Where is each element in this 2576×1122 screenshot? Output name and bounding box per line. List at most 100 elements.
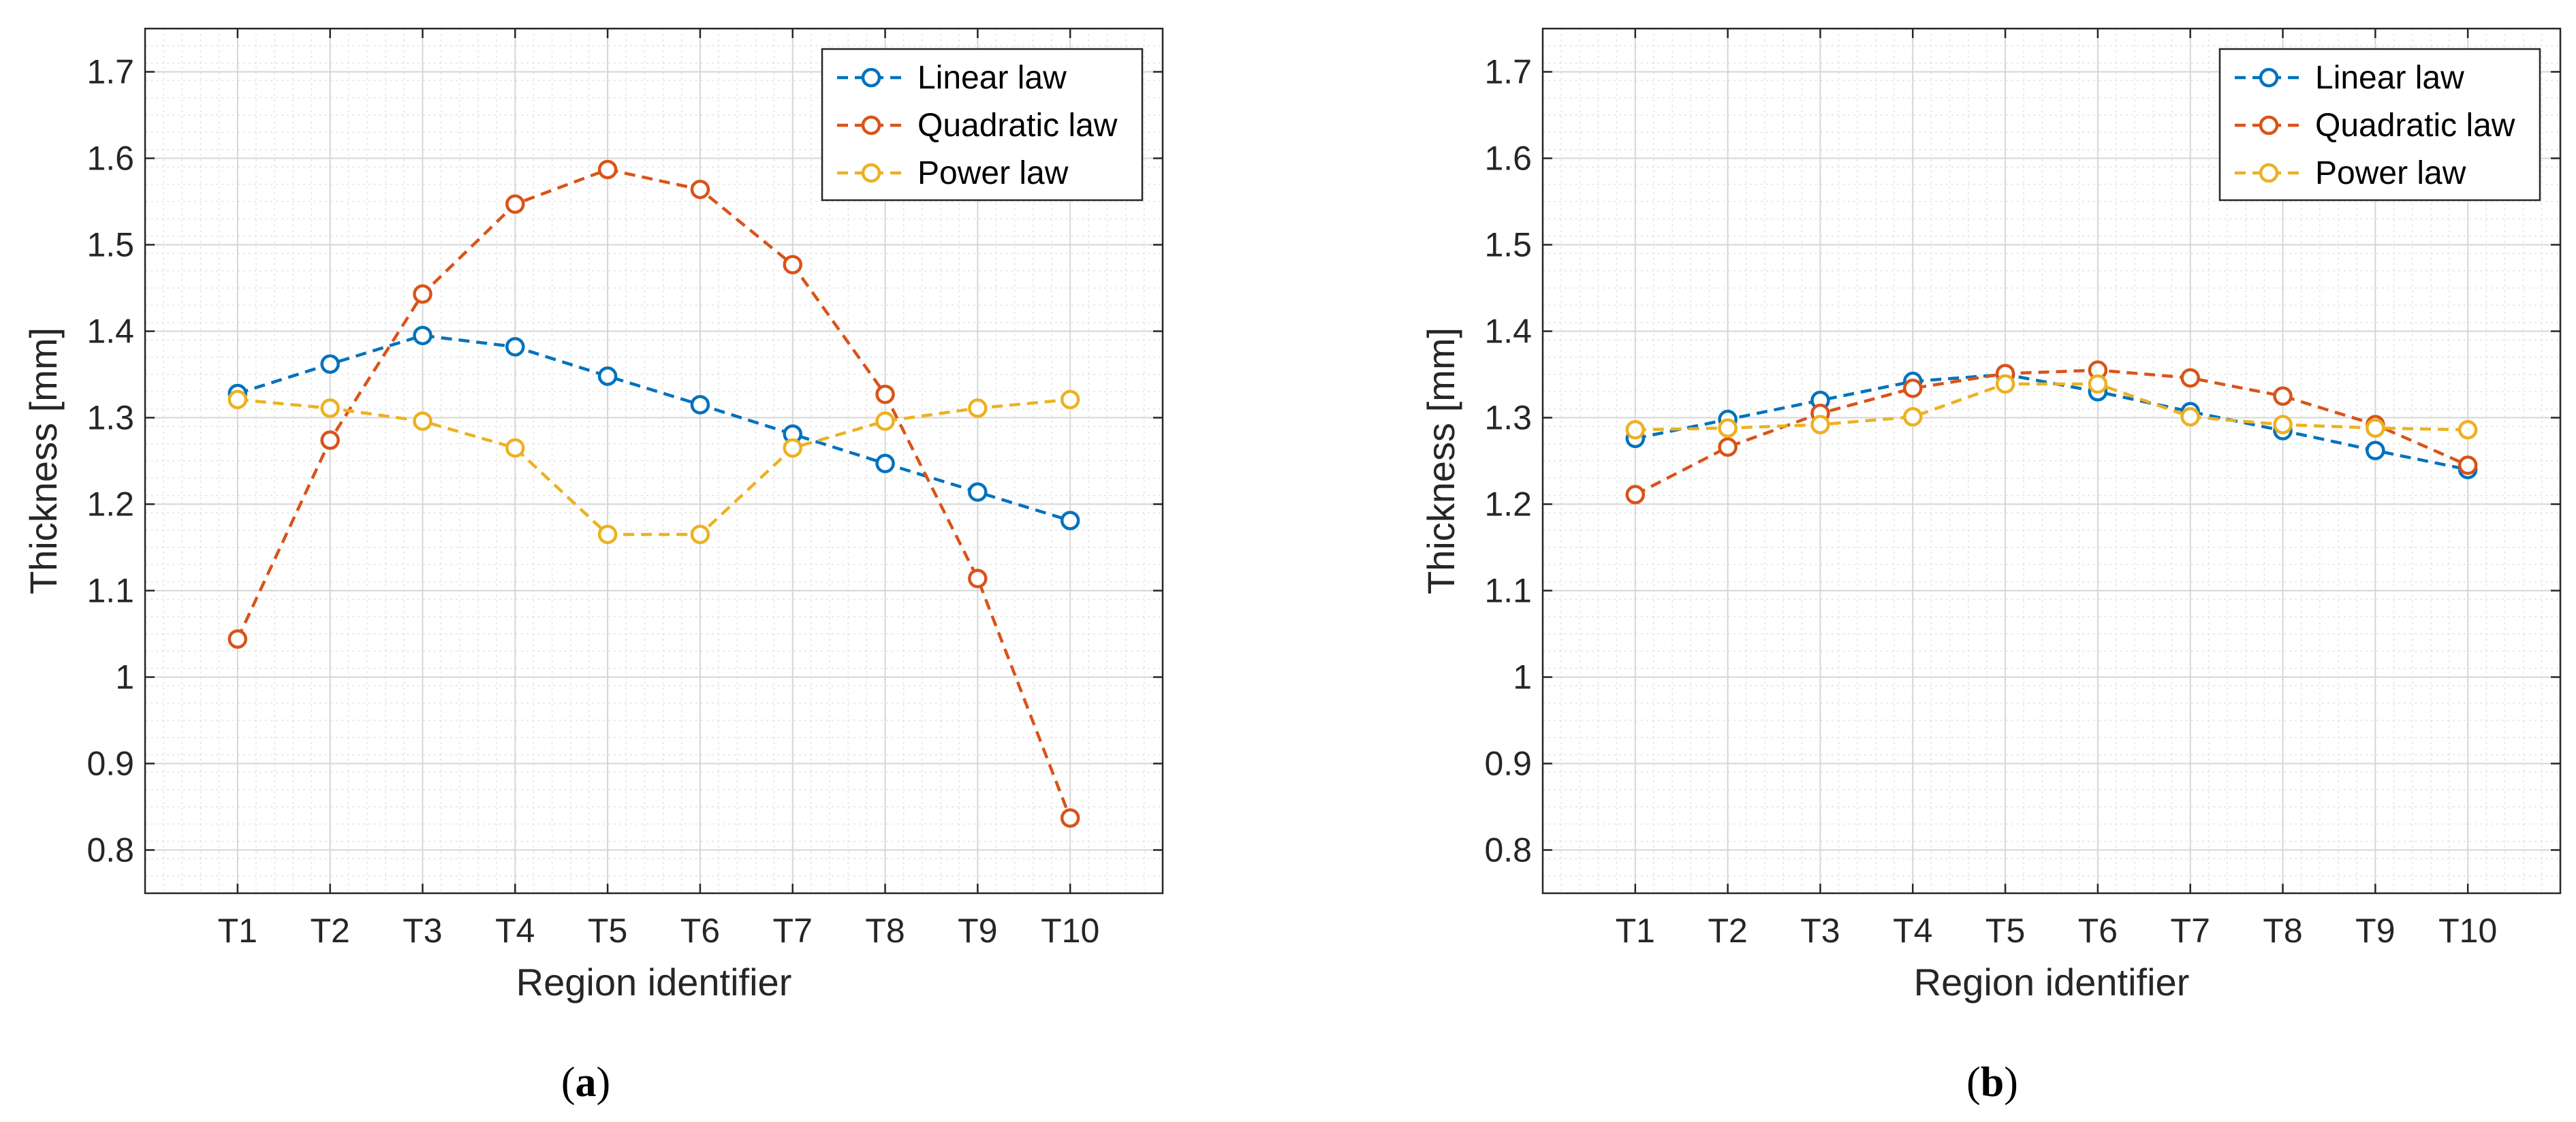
x-tick-label: T5	[588, 912, 627, 950]
x-tick-label: T5	[1985, 912, 2025, 950]
legend-marker	[861, 163, 881, 183]
legend-label: Linear law	[2315, 60, 2464, 96]
data-point	[968, 568, 988, 588]
legend-label: Quadratic law	[2315, 108, 2515, 144]
y-tick-label: 1.6	[87, 140, 134, 178]
data-point	[597, 524, 618, 545]
y-axis-label: Thickness [mm]	[22, 327, 65, 594]
data-point	[2457, 420, 2478, 440]
data-point	[1903, 406, 1923, 427]
data-point	[783, 255, 802, 274]
data-point	[2273, 386, 2293, 406]
data-point	[1903, 379, 1923, 398]
axes-box	[1541, 27, 2562, 895]
series-line-power-law	[237, 398, 1071, 536]
data-point	[1718, 418, 1738, 438]
data-point	[1060, 511, 1080, 530]
series-line-linear-law	[237, 334, 1071, 522]
x-axis-label: Region identifier	[1914, 961, 2190, 1004]
x-tick-label: T8	[865, 912, 905, 950]
data-point	[2180, 368, 2200, 388]
legend-label: Power law	[2315, 155, 2466, 191]
legend-label: Power law	[917, 155, 1069, 191]
data-point	[505, 438, 525, 458]
x-tick-label: T9	[958, 912, 997, 950]
data-point	[2088, 374, 2108, 394]
x-tick-label: T3	[403, 912, 442, 950]
data-point	[227, 629, 248, 649]
data-point	[690, 395, 710, 415]
x-tick-label: T4	[495, 912, 535, 950]
axes-box	[144, 27, 1164, 895]
x-tick-label: T8	[2263, 912, 2302, 950]
legend-marker	[861, 115, 881, 135]
y-axis-label: Thickness [mm]	[1419, 327, 1462, 594]
legend-label: Linear law	[917, 60, 1067, 96]
y-tick-label: 1.2	[87, 485, 134, 524]
data-point	[1625, 420, 1646, 440]
data-point	[783, 438, 802, 458]
legend-marker	[2259, 115, 2279, 135]
data-point	[597, 366, 618, 386]
series-line-quadratic-law	[236, 167, 1072, 819]
x-tick-label: T9	[2355, 912, 2395, 950]
x-tick-label: T1	[1616, 912, 1655, 950]
data-point	[505, 337, 525, 357]
y-tick-label: 0.9	[1484, 745, 1532, 783]
x-tick-label: T3	[1800, 912, 1840, 950]
data-point	[320, 430, 340, 450]
data-point	[1810, 415, 1830, 434]
y-tick-label: 1	[115, 658, 134, 696]
data-point	[2273, 415, 2293, 434]
y-tick-label: 1.4	[1484, 312, 1532, 351]
y-tick-label: 0.9	[87, 745, 134, 783]
y-tick-label: 1.1	[87, 572, 134, 610]
data-point	[690, 179, 710, 199]
data-point	[2457, 455, 2478, 475]
y-tick-label: 0.8	[87, 831, 134, 869]
data-point	[320, 398, 340, 418]
data-point	[1625, 485, 1646, 504]
x-tick-label: T6	[2078, 912, 2118, 950]
data-point	[413, 411, 433, 431]
data-point	[1060, 808, 1080, 828]
y-tick-label: 1.5	[1484, 226, 1532, 264]
y-tick-label: 1.7	[1484, 53, 1532, 91]
data-point	[968, 482, 988, 502]
legend-marker	[2259, 67, 2279, 88]
data-point	[1718, 437, 1738, 457]
data-point	[227, 389, 248, 410]
y-tick-label: 1.3	[1484, 399, 1532, 437]
x-tick-label: T7	[773, 912, 813, 950]
y-tick-label: 0.8	[1484, 831, 1532, 869]
data-point	[1995, 374, 2015, 394]
data-point	[875, 411, 895, 431]
x-tick-label: T6	[680, 912, 720, 950]
chart-panel-a: 0.8 0.9 1 1.1 1.2 1.3 1.4 1.5 1.6 1.7 T1 T2 T3 T4 T5 T6…	[22, 27, 1164, 1106]
data-point	[2180, 406, 2200, 427]
data-point	[875, 453, 895, 474]
x-tick-label: T1	[218, 912, 257, 950]
legend-marker	[861, 67, 881, 88]
data-point	[2366, 440, 2385, 461]
data-point	[1060, 389, 1080, 410]
x-tick-label: T10	[2438, 912, 2497, 950]
x-tick-label: T10	[1041, 912, 1099, 950]
y-tick-label: 1.5	[87, 226, 134, 264]
panel-caption: (a)	[561, 1059, 610, 1106]
data-point	[413, 325, 433, 346]
x-tick-label: T7	[2171, 912, 2210, 950]
x-tick-label: T4	[1893, 912, 1932, 950]
y-tick-label: 1.4	[87, 312, 134, 351]
y-tick-label: 1.2	[1484, 485, 1532, 524]
data-point	[875, 384, 895, 404]
data-point	[2366, 418, 2385, 438]
panel-caption: (b)	[1966, 1059, 2018, 1106]
legend-marker	[2259, 163, 2279, 183]
data-point	[320, 354, 340, 374]
x-tick-label: T2	[1708, 912, 1747, 950]
data-point	[505, 194, 525, 214]
x-axis-label: Region identifier	[516, 961, 792, 1004]
chart-panel-b: 0.8 0.9 1 1.1 1.2 1.3 1.4 1.5 1.6 1.7 T1 T2 T3 T4 T5 T6…	[1419, 27, 2562, 1106]
